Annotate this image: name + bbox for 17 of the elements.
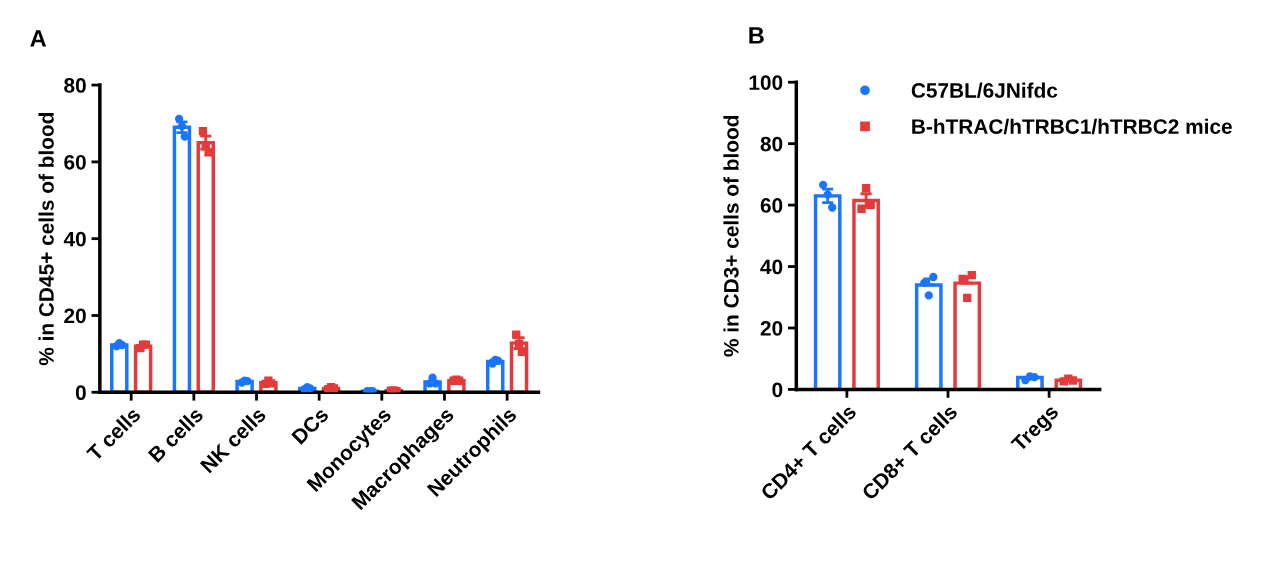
- y-tick-label: 0: [772, 382, 783, 398]
- chart-title: B: [749, 27, 764, 44]
- legend-label: C57BL/6JNifdc: [911, 82, 1058, 99]
- y-tick-label: 80: [760, 136, 783, 152]
- y-tick-label: 40: [63, 231, 86, 247]
- y-tick-label: 20: [760, 320, 783, 336]
- y-axis-title: % in CD3+ cells of blood: [723, 115, 739, 357]
- y-tick-label: 0: [75, 385, 86, 401]
- y-tick-label: 20: [64, 308, 86, 324]
- y-tick-label: 80: [64, 78, 86, 93]
- y-axis-title: % in CD45+ cells of blood: [38, 112, 54, 366]
- legend-label: B-hTRAC/hTRBC1/hTRBC2 mice: [912, 118, 1232, 135]
- y-tick-label: 100: [749, 75, 783, 90]
- y-tick-label: 60: [760, 198, 783, 213]
- chart-title: A: [30, 30, 47, 47]
- y-tick-label: 40: [760, 259, 783, 275]
- y-tick-label: 60: [64, 154, 86, 170]
